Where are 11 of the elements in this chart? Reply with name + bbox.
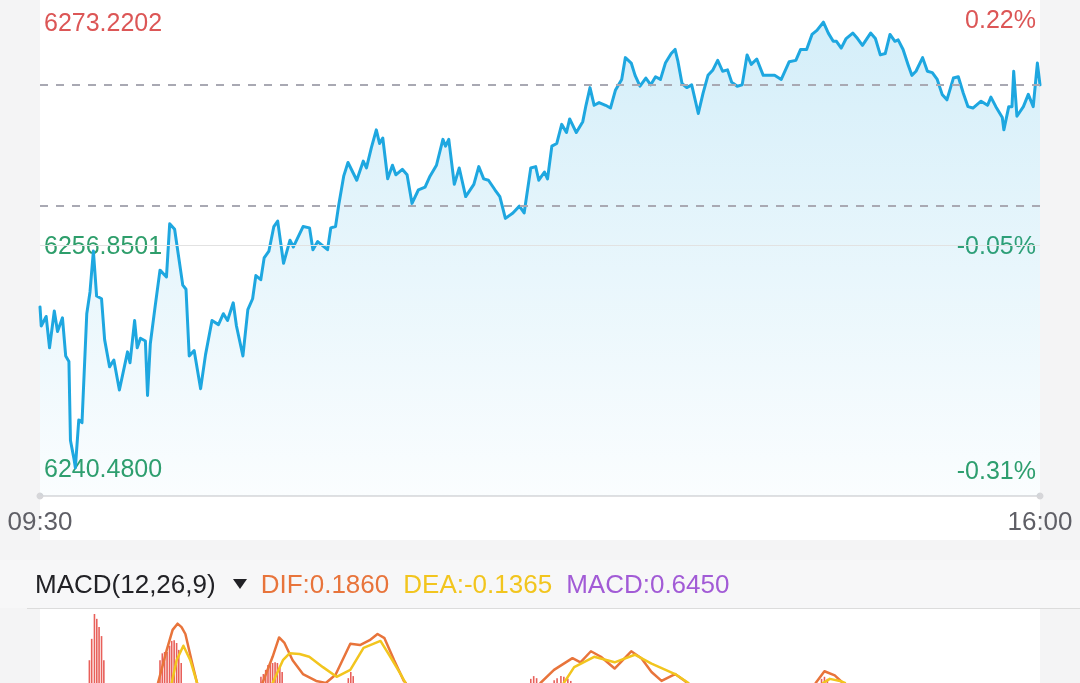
y2-tick-label: 0.22% bbox=[965, 4, 1036, 33]
y-tick-label: 6273.2202 bbox=[44, 7, 163, 36]
chart-title: MACD(12,26,9) bbox=[35, 568, 216, 600]
series-label: DIF:0.1860 bbox=[260, 568, 390, 600]
y-tick-label: 6240.4800 bbox=[44, 453, 163, 482]
y2-tick-label: -0.05% bbox=[956, 230, 1036, 259]
x-tick-label: 16:00 bbox=[1007, 506, 1073, 536]
y2-tick-label: -0.31% bbox=[956, 456, 1036, 485]
series-label: DEA:-0.1365 bbox=[403, 568, 553, 600]
text: MACD:0.6450 bbox=[566, 568, 730, 600]
x-tick-label: 09:30 bbox=[7, 506, 73, 536]
